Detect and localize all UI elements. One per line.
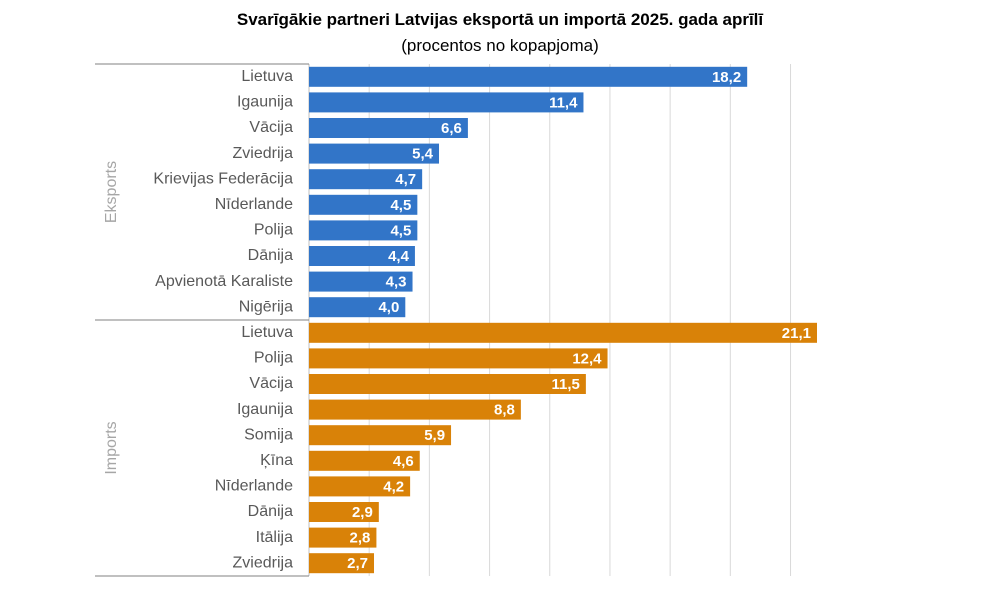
- category-label: Krievijas Federācija: [153, 170, 293, 187]
- bar-imports: [309, 450, 420, 471]
- data-label: 6,6: [441, 120, 462, 137]
- bar-imports: [309, 502, 379, 522]
- data-label: 11,4: [549, 94, 578, 111]
- group-labels: Eksports Imports: [103, 161, 120, 475]
- data-label: 12,4: [572, 350, 602, 367]
- category-label: Nigērija: [239, 298, 293, 315]
- chart-subtitle: (procentos no kopapjoma): [401, 36, 599, 55]
- data-label: 2,9: [352, 504, 373, 521]
- data-label: 4,2: [383, 478, 404, 495]
- data-label: 18,2: [712, 69, 741, 86]
- bar-imports: [309, 527, 377, 548]
- category-label: Igaunija: [237, 94, 293, 111]
- bar-eksports: [309, 66, 748, 87]
- data-label: 21,1: [782, 325, 811, 342]
- category-label: Vācija: [249, 375, 293, 392]
- category-label: Vācija: [249, 119, 293, 136]
- category-label: Itālija: [256, 529, 293, 546]
- data-label: 5,4: [412, 146, 434, 163]
- chart-title: Svarīgākie partneri Latvijas eksportā un…: [236, 10, 764, 29]
- group-label-eksports: Eksports: [103, 161, 120, 223]
- bar-eksports: [309, 271, 413, 292]
- category-label: Polija: [254, 222, 293, 239]
- data-label: 2,8: [350, 530, 371, 547]
- data-label: 4,4: [388, 248, 410, 265]
- bar-eksports: [309, 92, 584, 113]
- data-label: 4,3: [386, 274, 407, 291]
- bar-imports: [309, 553, 375, 574]
- bar-imports: [309, 399, 521, 420]
- category-label: Dānija: [248, 247, 293, 264]
- category-label: Dānija: [248, 503, 293, 520]
- category-label: Igaunija: [237, 401, 293, 418]
- category-label: Lietuva: [241, 324, 293, 341]
- category-label: Ķīna: [260, 452, 293, 469]
- bar-eksports: [309, 118, 468, 138]
- bar-eksports: [309, 220, 418, 241]
- bars: 18,2 11,4 6,6 5,4 4,7 4,5 4,5 4,4 4,3 4,0 21,1 12,4…: [309, 66, 817, 574]
- data-label: 4,0: [378, 299, 399, 316]
- bar-eksports: [309, 246, 415, 266]
- category-label: Apvienotā Karaliste: [155, 273, 293, 290]
- data-label: 11,5: [551, 376, 579, 393]
- bar-imports: [309, 476, 411, 497]
- gridlines: [308, 64, 792, 576]
- data-label: 4,5: [390, 197, 411, 214]
- category-labels: Lietuva Igaunija Vācija Zviedrija Krievijas …: [153, 68, 293, 571]
- data-label: 4,6: [393, 453, 414, 470]
- category-label: Somija: [244, 426, 293, 443]
- bar-imports: [309, 322, 817, 343]
- category-label: Zviedrija: [233, 554, 294, 571]
- bar-imports: [309, 425, 452, 446]
- bar-eksports: [309, 169, 423, 190]
- bar-imports: [309, 374, 586, 394]
- data-label: 4,7: [395, 171, 416, 188]
- data-label: 8,8: [494, 402, 515, 419]
- chart-frame: [95, 63, 309, 577]
- data-label: 5,9: [424, 427, 445, 444]
- bar-eksports: [309, 194, 418, 215]
- bar-imports: [309, 348, 608, 369]
- category-label: Zviedrija: [233, 145, 294, 162]
- data-label: 2,7: [347, 555, 368, 572]
- bar-eksports: [309, 143, 440, 164]
- bar-eksports: [309, 297, 406, 318]
- category-label: Nīderlande: [215, 196, 293, 213]
- category-label: Nīderlande: [215, 478, 293, 495]
- data-label: 4,5: [390, 222, 411, 239]
- category-label: Polija: [254, 350, 293, 367]
- category-label: Lietuva: [241, 68, 293, 85]
- group-label-imports: Imports: [103, 421, 120, 474]
